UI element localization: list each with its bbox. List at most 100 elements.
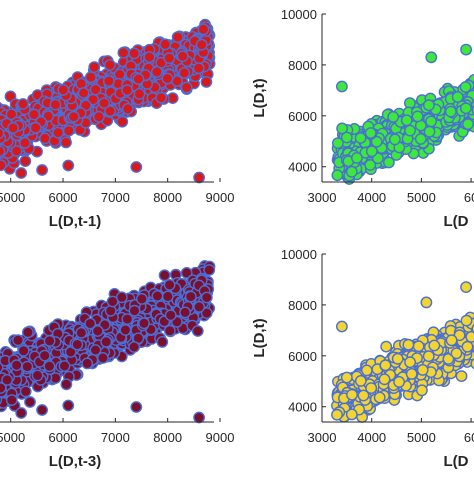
data-point <box>403 340 413 350</box>
data-point <box>16 408 26 418</box>
data-point <box>342 372 352 382</box>
data-point <box>446 335 456 345</box>
data-point <box>424 127 434 137</box>
data-point <box>337 81 347 91</box>
data-point <box>412 111 422 121</box>
data-point <box>20 138 30 148</box>
data-point <box>40 133 50 143</box>
data-point <box>421 297 431 307</box>
data-point <box>13 335 23 345</box>
data-point <box>197 40 207 50</box>
data-point <box>163 291 173 301</box>
data-point <box>456 371 466 381</box>
x-tick-label: 8000 <box>153 430 182 445</box>
data-point <box>405 357 415 367</box>
data-point <box>201 77 211 87</box>
y-axis-label: L(D,t) <box>251 318 268 357</box>
data-point <box>122 314 132 324</box>
data-point <box>63 400 73 410</box>
x-tick-label: 9000 <box>206 190 235 205</box>
data-point <box>120 325 130 335</box>
data-point <box>90 345 100 355</box>
data-point <box>178 51 188 61</box>
x-tick-label: 8000 <box>153 190 182 205</box>
data-point <box>460 82 470 92</box>
y-tick-label: 10000 <box>281 247 317 262</box>
data-point <box>164 53 174 63</box>
x-tick-label: 3000 <box>308 430 337 445</box>
data-point <box>393 354 403 364</box>
data-point <box>144 52 154 62</box>
data-point <box>347 409 357 419</box>
data-point <box>461 44 471 54</box>
data-point <box>337 321 347 331</box>
data-point <box>426 52 436 62</box>
data-point <box>164 280 174 290</box>
data-point <box>152 67 162 77</box>
x-axis-label: L(D <box>444 213 469 230</box>
data-point <box>461 315 471 325</box>
x-axis-label: L(D,t-3) <box>49 453 102 470</box>
x-tick-label: 9000 <box>206 430 235 445</box>
data-point <box>424 351 434 361</box>
data-point <box>463 119 473 129</box>
x-axis-label: L(D,t-1) <box>49 213 102 230</box>
data-point <box>93 326 103 336</box>
data-point <box>157 337 167 347</box>
data-point <box>446 106 456 116</box>
data-point <box>86 72 96 82</box>
data-point <box>394 377 404 387</box>
x-tick-label: 3000 <box>308 190 337 205</box>
data-point <box>58 85 68 95</box>
data-point <box>390 134 400 144</box>
data-point <box>78 88 88 98</box>
data-point <box>59 361 69 371</box>
data-point <box>134 89 144 99</box>
data-point <box>204 265 214 275</box>
data-point <box>152 291 162 301</box>
data-point <box>133 74 143 84</box>
data-point <box>402 115 412 125</box>
data-point <box>429 340 439 350</box>
panel-bottom-left: 50006000700080009000 L(D,t-3) <box>0 261 234 470</box>
y-tick-label: 4000 <box>288 160 317 175</box>
data-point <box>18 346 28 356</box>
data-point <box>101 337 111 347</box>
data-point <box>194 63 204 73</box>
data-point <box>379 374 389 384</box>
data-point <box>173 32 183 42</box>
data-point <box>416 134 426 144</box>
data-point <box>129 48 139 58</box>
y-tick-label: 8000 <box>288 58 317 73</box>
data-point <box>162 73 172 83</box>
data-point <box>461 282 471 292</box>
x-tick-label: 7000 <box>101 430 130 445</box>
x-tick-label: 6000 <box>49 190 78 205</box>
data-point <box>193 326 203 336</box>
data-point <box>37 165 47 175</box>
data-point <box>7 395 17 405</box>
data-point <box>179 68 189 78</box>
y-tick-label: 6000 <box>288 349 317 364</box>
data-point <box>388 112 398 122</box>
x-tick-label: 4000 <box>357 430 386 445</box>
data-point <box>186 291 196 301</box>
data-point <box>194 412 204 422</box>
y-axis-label: L(D,t) <box>251 78 268 117</box>
data-point <box>139 318 149 328</box>
scatter-points-bottom-left <box>0 261 215 423</box>
data-point <box>106 306 116 316</box>
data-point <box>332 410 342 420</box>
y-tick-label: 10000 <box>281 7 317 22</box>
data-point <box>32 370 42 380</box>
data-point <box>21 386 31 396</box>
data-point <box>0 146 5 156</box>
y-tick-label: 8000 <box>288 298 317 313</box>
x-tick-label: 5000 <box>407 430 436 445</box>
data-point <box>61 379 71 389</box>
data-point <box>418 365 428 375</box>
data-point <box>137 294 147 304</box>
